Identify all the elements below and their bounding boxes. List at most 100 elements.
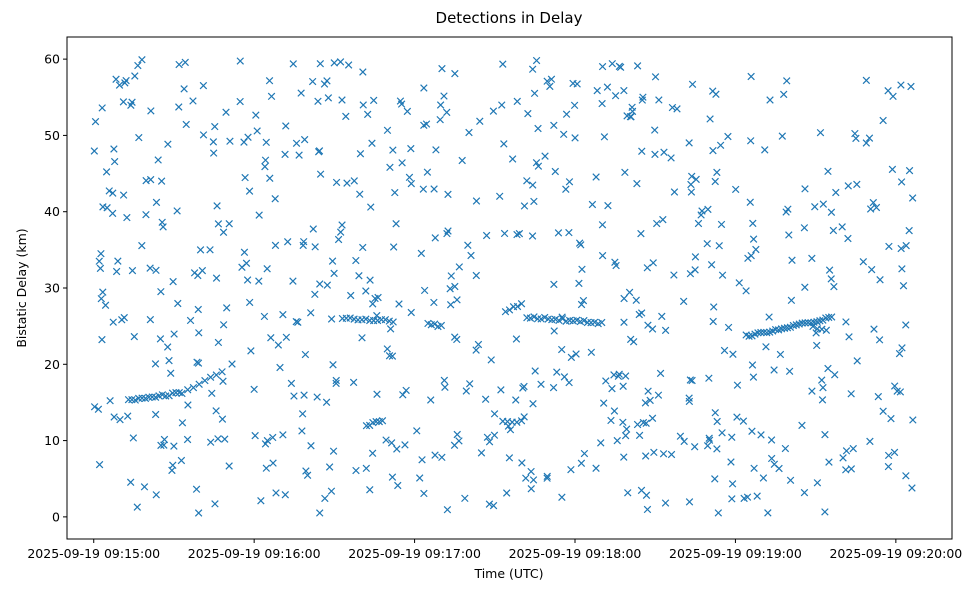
data-point [315, 147, 324, 155]
data-point [252, 111, 260, 119]
data-point [673, 105, 681, 113]
data-point [560, 373, 569, 381]
data-point [279, 431, 287, 439]
data-point [436, 115, 444, 124]
data-point [257, 497, 265, 505]
data-point [355, 272, 363, 280]
data-point [209, 149, 218, 157]
data-point [382, 436, 390, 444]
data-point [703, 442, 712, 450]
data-point [236, 97, 244, 106]
data-point [219, 321, 228, 329]
data-point [362, 315, 370, 323]
data-point [517, 299, 526, 308]
data-point [325, 463, 334, 471]
data-point [885, 242, 893, 251]
data-point [426, 396, 435, 404]
data-point [713, 445, 721, 453]
data-point [450, 441, 459, 449]
data-point [652, 219, 661, 228]
data-point [909, 416, 917, 424]
data-point [610, 407, 619, 415]
data-point [133, 503, 142, 511]
data-point [887, 414, 895, 423]
data-point [767, 436, 776, 444]
data-point [474, 340, 483, 349]
data-point [639, 418, 648, 427]
data-point [733, 381, 742, 389]
data-point [281, 150, 289, 159]
data-point [703, 239, 711, 248]
data-point [530, 89, 539, 98]
data-point [513, 418, 521, 426]
data-point [550, 280, 558, 289]
data-point [902, 321, 910, 329]
data-point [641, 452, 650, 460]
data-point [603, 83, 612, 91]
data-point [575, 239, 584, 247]
data-point [392, 219, 400, 228]
data-point [220, 435, 229, 443]
data-point [872, 203, 881, 212]
data-point [519, 384, 527, 392]
data-point [908, 484, 916, 492]
data-point [407, 179, 416, 188]
data-point [489, 107, 498, 115]
data-point [610, 371, 618, 379]
data-point [698, 207, 706, 215]
data-point [128, 266, 137, 275]
data-point [213, 202, 221, 210]
data-point [551, 167, 560, 176]
data-point [381, 315, 390, 324]
data-point [819, 200, 828, 208]
data-point [94, 405, 103, 413]
data-point [862, 76, 871, 85]
data-point [819, 383, 827, 392]
data-point [621, 372, 630, 380]
data-point [809, 322, 817, 331]
data-point [522, 474, 530, 482]
data-point [808, 387, 816, 395]
data-point [245, 298, 254, 307]
data-point [785, 231, 793, 239]
data-point [189, 383, 198, 392]
data-point [629, 338, 638, 346]
x-tick-label: 2025-09-19 09:19:00 [669, 546, 802, 561]
data-point [760, 328, 768, 337]
data-point [359, 68, 367, 76]
y-tick-label: 40 [44, 204, 60, 219]
data-point [565, 228, 573, 237]
data-point [875, 336, 884, 344]
data-point [302, 467, 310, 475]
data-point [789, 321, 798, 330]
data-point [579, 296, 588, 305]
data-point [483, 433, 492, 442]
data-point [489, 501, 498, 510]
data-point [740, 494, 748, 503]
data-point [687, 188, 696, 196]
data-point [388, 352, 397, 360]
data-point [731, 185, 740, 194]
data-point [785, 367, 794, 376]
data-point [895, 349, 904, 358]
data-point [597, 439, 605, 447]
data-point [465, 128, 473, 137]
data-point [214, 220, 223, 228]
data-point [184, 401, 192, 409]
data-point [844, 234, 852, 243]
data-point [608, 384, 616, 393]
data-point [611, 91, 620, 100]
data-point [776, 350, 785, 359]
data-point [164, 140, 172, 148]
data-point [804, 318, 812, 327]
data-point [241, 173, 249, 182]
data-point [543, 472, 551, 481]
data-point [359, 243, 367, 252]
data-point [670, 271, 678, 279]
data-point [338, 221, 346, 229]
data-point [529, 476, 538, 484]
data-point [801, 283, 809, 291]
data-point [175, 103, 183, 111]
data-point [838, 223, 846, 231]
data-point [866, 437, 874, 446]
